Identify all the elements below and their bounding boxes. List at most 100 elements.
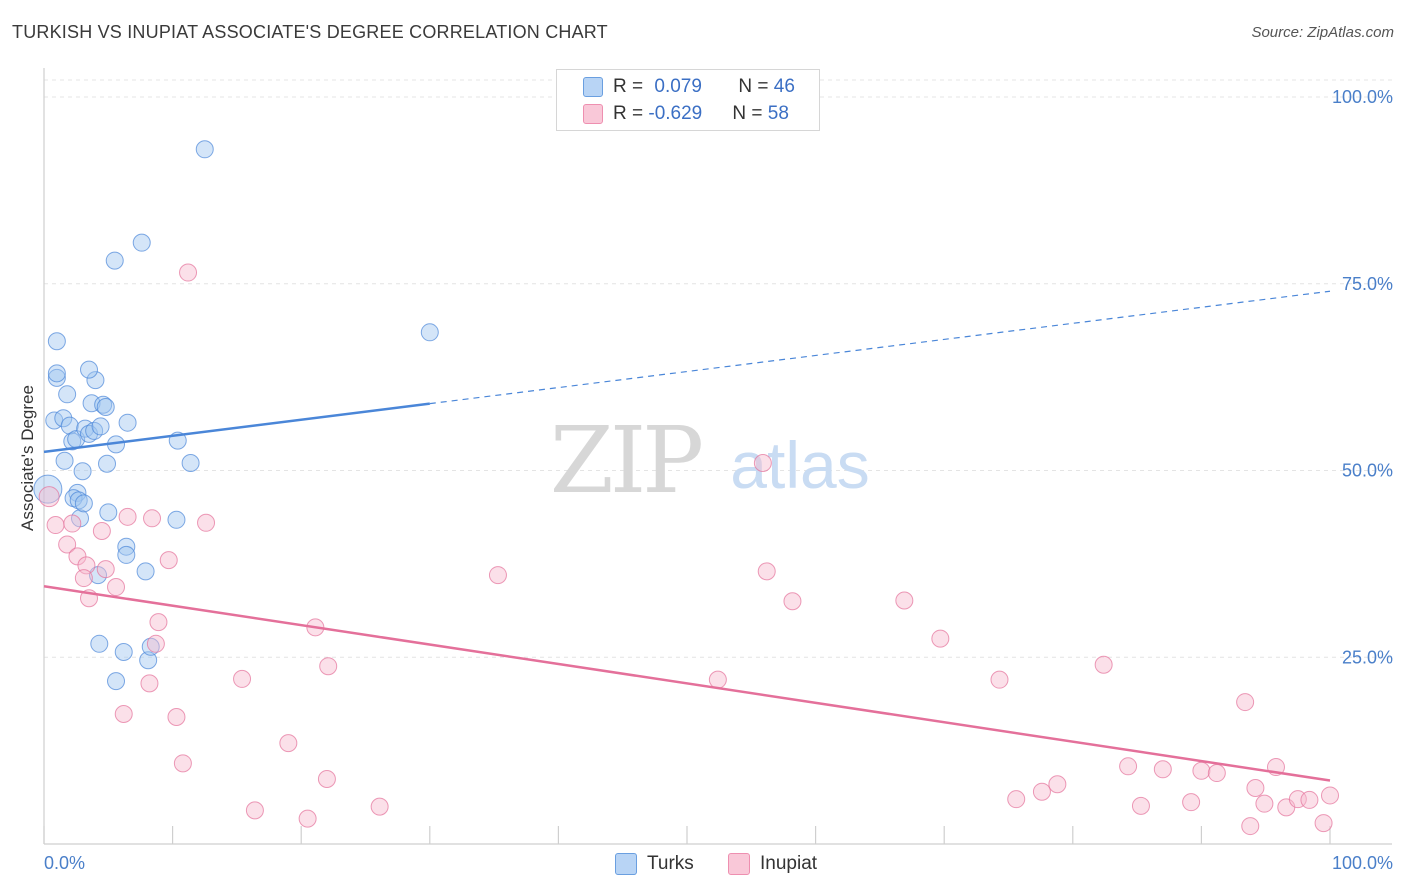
point-turks — [105, 251, 124, 270]
point-inupiat — [140, 674, 159, 693]
point-inupiat — [197, 513, 216, 532]
point-inupiat — [92, 522, 111, 541]
axes — [43, 68, 1392, 845]
point-turks — [181, 454, 200, 473]
point-inupiat — [1236, 693, 1255, 712]
point-turks — [420, 323, 439, 342]
point-turks — [99, 503, 118, 522]
y-tick-label: 50.0% — [1342, 461, 1393, 481]
point-inupiat — [63, 514, 82, 533]
point-turks — [85, 421, 104, 440]
legend-r-label: R = — [613, 103, 649, 124]
y-tick-label: 25.0% — [1342, 647, 1393, 667]
point-inupiat — [1241, 817, 1260, 836]
point-inupiat — [783, 592, 802, 611]
bottom-legend-inupiat: Inupiat — [728, 852, 817, 876]
point-inupiat — [990, 670, 1009, 689]
point-inupiat — [895, 591, 914, 610]
point-inupiat — [1255, 794, 1274, 813]
point-inupiat — [149, 613, 168, 632]
y-tick-label: 100.0% — [1332, 87, 1393, 107]
point-turks — [73, 462, 92, 481]
point-inupiat — [1300, 790, 1319, 809]
legend-r-value: 0.079 — [654, 76, 702, 97]
point-turks — [47, 332, 66, 351]
point-inupiat — [107, 578, 126, 597]
point-inupiat — [114, 705, 133, 724]
legend-n-label: N = — [732, 103, 768, 124]
point-inupiat — [753, 454, 772, 473]
point-turks — [117, 545, 136, 564]
point-inupiat — [298, 809, 317, 828]
legend-n-label: N = — [738, 76, 774, 97]
point-inupiat — [233, 669, 252, 688]
legend-n-value: 46 — [773, 76, 795, 97]
point-inupiat — [370, 797, 389, 816]
point-turks — [90, 634, 109, 653]
point-inupiat — [488, 566, 507, 585]
point-turks — [58, 385, 77, 404]
point-turks — [132, 233, 151, 252]
point-turks — [80, 360, 99, 379]
point-inupiat — [173, 754, 192, 773]
point-inupiat — [1131, 796, 1150, 815]
point-turks — [195, 140, 214, 159]
point-turks — [91, 417, 110, 436]
bottom-legend-swatch-turks — [615, 853, 637, 875]
point-inupiat — [1007, 790, 1026, 809]
watermark: ZIP atlas — [550, 407, 870, 514]
x-tick-label: 100.0% — [1332, 853, 1393, 873]
x-tick-label: 0.0% — [44, 853, 85, 873]
point-inupiat — [931, 629, 950, 648]
point-turks — [47, 364, 66, 383]
point-turks — [114, 643, 133, 662]
legend-r-label: R = — [613, 76, 649, 97]
chart-title: TURKISH VS INUPIAT ASSOCIATE'S DEGREE CO… — [12, 22, 608, 42]
point-turks — [167, 510, 186, 529]
point-inupiat — [708, 670, 727, 689]
point-inupiat — [96, 560, 115, 579]
legend-row-inupiat: R = -0.629 N = 58 — [583, 101, 789, 127]
bottom-legend-label-inupiat: Inupiat — [760, 853, 818, 874]
point-turks — [47, 368, 66, 387]
point-inupiat — [38, 486, 60, 508]
legend-swatch-inupiat — [583, 104, 603, 124]
point-inupiat — [319, 657, 338, 676]
point-inupiat — [1032, 782, 1051, 801]
point-inupiat — [1048, 775, 1067, 794]
point-turks — [86, 371, 105, 390]
watermark-zip: ZIP — [550, 407, 701, 514]
point-turks — [69, 491, 88, 510]
point-turks — [55, 451, 74, 470]
point-turks — [136, 562, 155, 581]
bottom-legend-turks: Turks — [615, 852, 694, 876]
legend-swatch-turks — [583, 77, 603, 97]
point-inupiat — [74, 569, 93, 588]
point-turks — [118, 413, 137, 432]
point-inupiat — [1321, 786, 1339, 805]
point-inupiat — [1246, 778, 1265, 797]
point-turks — [139, 651, 158, 670]
trend-line-turks — [43, 402, 430, 454]
trend-lines — [43, 290, 1331, 782]
legend-box: R = 0.079 N = 46 R = -0.629 N = 58 — [556, 69, 820, 131]
point-turks — [33, 474, 63, 504]
point-turks — [94, 395, 113, 414]
legend-n-value: 58 — [767, 103, 789, 124]
point-turks — [98, 454, 117, 473]
point-inupiat — [1207, 764, 1226, 783]
gridlines — [44, 79, 1392, 658]
point-inupiat — [118, 507, 137, 526]
point-inupiat — [245, 801, 264, 820]
point-inupiat — [1314, 814, 1333, 833]
point-turks — [141, 637, 160, 656]
point-inupiat — [279, 734, 298, 753]
point-inupiat — [1119, 757, 1138, 776]
point-inupiat — [1192, 761, 1211, 780]
point-inupiat — [757, 562, 776, 581]
point-inupiat — [1094, 655, 1113, 674]
x-tick-labels: 0.0% 100.0% — [44, 853, 1393, 873]
legend-r-value: -0.629 — [648, 103, 703, 124]
point-inupiat — [58, 535, 77, 554]
point-turks — [54, 409, 73, 428]
